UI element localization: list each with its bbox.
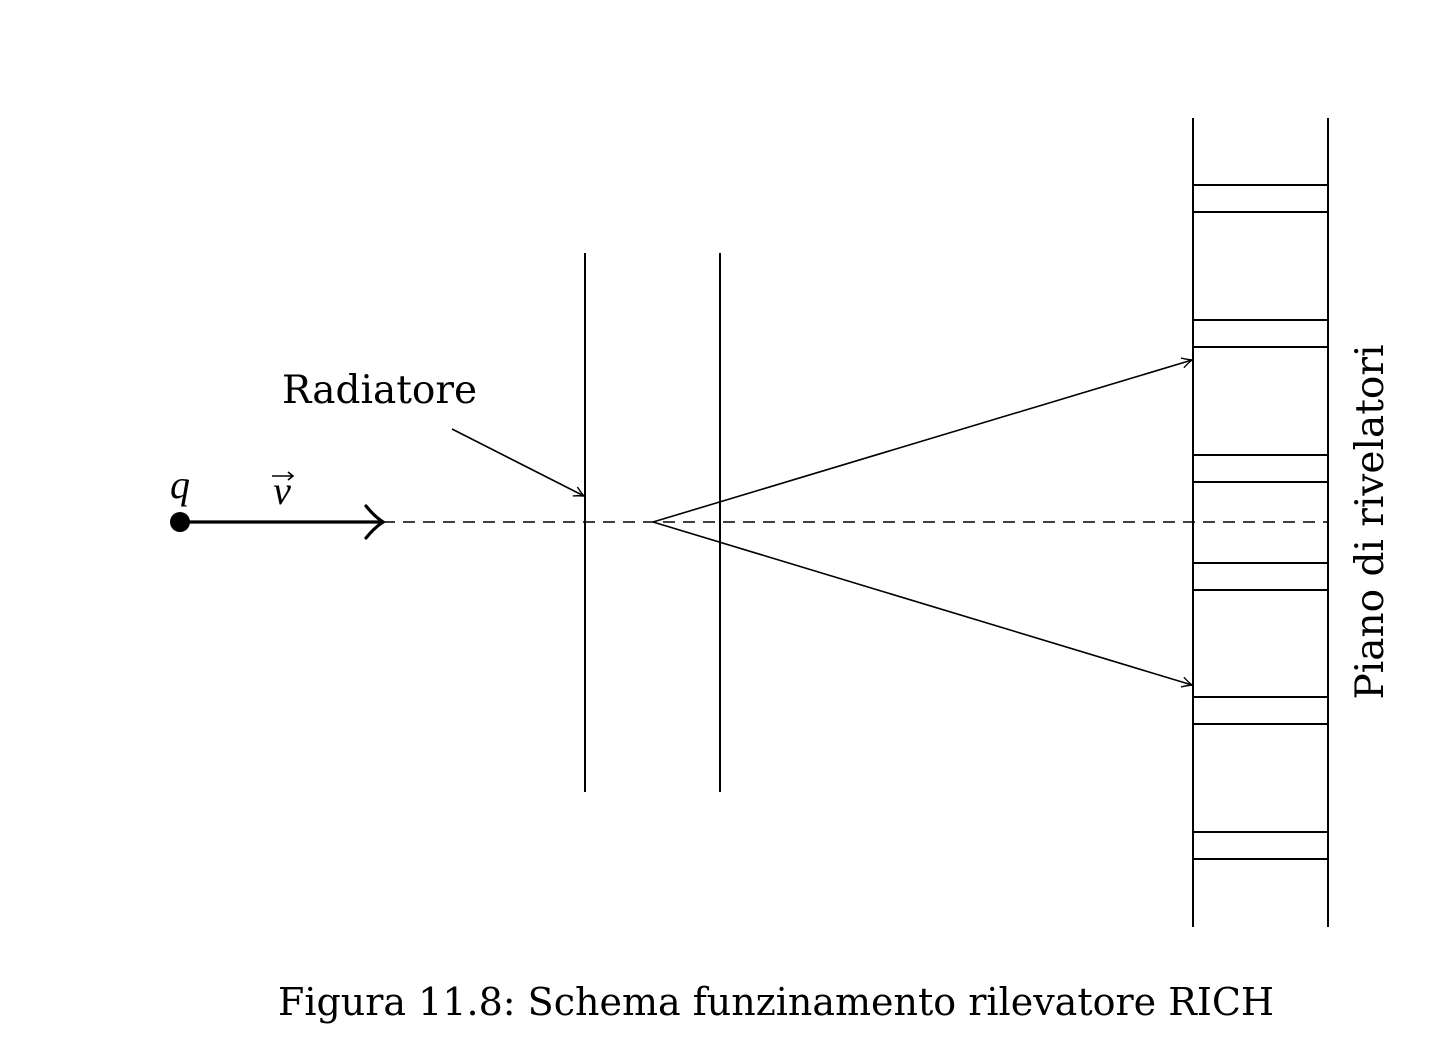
detector-cell — [1193, 320, 1328, 347]
cherenkov-ray-upper — [653, 360, 1192, 522]
figure-caption: Figura 11.8: Schema funzinamento rilevat… — [278, 980, 1274, 1024]
velocity-label: v — [273, 468, 291, 513]
radiator-pointer-arrow — [452, 429, 584, 496]
detector-cell — [1193, 832, 1328, 859]
cherenkov-ray-lower — [653, 522, 1192, 685]
charge-label: q — [170, 462, 190, 507]
radiator-label: Radiatore — [282, 368, 477, 413]
detector-cell — [1193, 185, 1328, 212]
detector-plane-label: Piano di rivelatori — [1348, 344, 1393, 699]
detector-cell — [1193, 563, 1328, 590]
detector-cell — [1193, 455, 1328, 482]
detector-cell — [1193, 697, 1328, 724]
